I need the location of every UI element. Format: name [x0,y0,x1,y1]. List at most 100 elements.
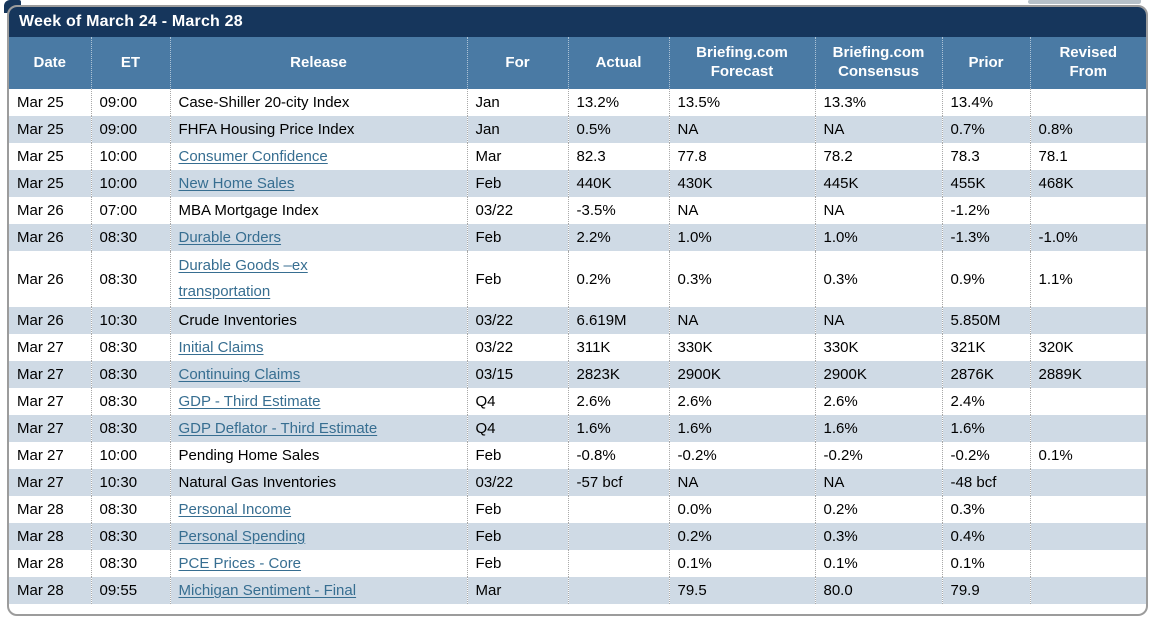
cell-prior: 0.1% [942,550,1031,577]
release-link[interactable]: GDP - Third Estimate [178,393,321,410]
cell-revised-from [1030,415,1146,442]
table-row: Mar 26 08:30 Durable Orders Feb 2.2% 1.0… [9,224,1146,251]
cell-briefing-consensus: 0.1% [815,550,943,577]
cell-revised-from: 1.1% [1030,251,1146,307]
release-link[interactable]: Durable Goods –ex transportation [178,257,308,300]
cell-briefing-forecast: 0.3% [669,251,816,307]
table-row: Mar 27 08:30 Continuing Claims 03/15 282… [9,361,1146,388]
cell-prior: 1.6% [942,415,1031,442]
table-row: Mar 26 07:00 MBA Mortgage Index 03/22 -3… [9,197,1146,224]
cell-for: Mar [467,143,569,170]
cell-prior: 2.4% [942,388,1031,415]
cell-briefing-forecast: 13.5% [669,89,816,116]
table-row: Mar 25 10:00 Consumer Confidence Mar 82.… [9,143,1146,170]
release-link[interactable]: Continuing Claims [178,366,301,383]
table-row: Mar 28 08:30 Personal Spending Feb 0.2% … [9,523,1146,550]
column-header-revised-from: Revised From [1030,37,1146,89]
cell-briefing-consensus: 1.6% [815,415,943,442]
cell-release: Consumer Confidence [170,143,468,170]
column-header-for: For [467,37,569,89]
cell-for: Feb [467,170,569,197]
cell-briefing-forecast: NA [669,116,816,143]
cell-actual: 2.6% [568,388,670,415]
table-row: Mar 25 09:00 Case-Shiller 20-city Index … [9,89,1146,116]
cell-for: Feb [467,496,569,523]
cell-release: GDP Deflator - Third Estimate [170,415,468,442]
cell-date: Mar 25 [9,170,92,197]
table-header: Date ET Release For Actual Briefing.com … [9,37,1146,89]
cell-for: 03/22 [467,197,569,224]
cell-briefing-consensus: 0.3% [815,251,943,307]
cell-actual: 440K [568,170,670,197]
cell-actual [568,577,670,604]
cell-revised-from [1030,388,1146,415]
release-link[interactable]: Michigan Sentiment - Final [178,582,357,599]
cell-for: Q4 [467,388,569,415]
column-header-actual: Actual [568,37,670,89]
cell-date: Mar 27 [9,361,92,388]
release-link[interactable]: Personal Income [178,501,292,518]
cell-revised-from: 78.1 [1030,143,1146,170]
cell-for: Q4 [467,415,569,442]
cell-actual: 0.2% [568,251,670,307]
cell-briefing-forecast: 0.1% [669,550,816,577]
table-body: Mar 25 09:00 Case-Shiller 20-city Index … [9,89,1146,604]
table-row: Mar 27 10:00 Pending Home Sales Feb -0.8… [9,442,1146,469]
cell-for: Jan [467,89,569,116]
cell-actual: 311K [568,334,670,361]
cell-et: 10:00 [91,143,171,170]
cell-briefing-consensus: NA [815,307,943,334]
table-row: Mar 28 09:55 Michigan Sentiment - Final … [9,577,1146,604]
cell-date: Mar 26 [9,224,92,251]
cell-actual [568,523,670,550]
cell-briefing-forecast: 1.0% [669,224,816,251]
cell-prior: 5.850M [942,307,1031,334]
cell-briefing-consensus: 0.2% [815,496,943,523]
release-link[interactable]: Durable Orders [178,229,282,246]
cell-date: Mar 27 [9,415,92,442]
cell-actual: 1.6% [568,415,670,442]
top-right-ui-fragment [1028,0,1141,4]
cell-date: Mar 28 [9,523,92,550]
cell-et: 09:55 [91,577,171,604]
cell-prior: -48 bcf [942,469,1031,496]
cell-prior: 455K [942,170,1031,197]
cell-for: Feb [467,224,569,251]
cell-date: Mar 28 [9,577,92,604]
table-row: Mar 26 08:30 Durable Goods –ex transport… [9,251,1146,307]
cell-revised-from [1030,523,1146,550]
cell-for: Mar [467,577,569,604]
cell-date: Mar 25 [9,116,92,143]
cell-revised-from: 468K [1030,170,1146,197]
cell-for: 03/22 [467,334,569,361]
cell-briefing-forecast: 77.8 [669,143,816,170]
cell-release: Case-Shiller 20-city Index [170,89,468,116]
cell-release: Continuing Claims [170,361,468,388]
release-link[interactable]: New Home Sales [178,175,295,192]
cell-briefing-consensus: 78.2 [815,143,943,170]
cell-briefing-forecast: 2900K [669,361,816,388]
cell-briefing-forecast: NA [669,307,816,334]
release-link[interactable]: GDP Deflator - Third Estimate [178,420,378,437]
cell-revised-from [1030,577,1146,604]
cell-actual [568,496,670,523]
cell-revised-from: 0.1% [1030,442,1146,469]
cell-prior: 0.7% [942,116,1031,143]
cell-et: 10:00 [91,170,171,197]
release-link[interactable]: PCE Prices - Core [178,555,302,572]
table-row: Mar 25 09:00 FHFA Housing Price Index Ja… [9,116,1146,143]
cell-release: Natural Gas Inventories [170,469,468,496]
cell-release: Personal Income [170,496,468,523]
cell-for: Feb [467,251,569,307]
cell-revised-from [1030,89,1146,116]
release-link[interactable]: Consumer Confidence [178,148,328,165]
release-link[interactable]: Initial Claims [178,339,264,356]
cell-for: Feb [467,442,569,469]
cell-release: Initial Claims [170,334,468,361]
release-link[interactable]: Personal Spending [178,528,306,545]
cell-briefing-forecast: NA [669,197,816,224]
cell-release: Pending Home Sales [170,442,468,469]
cell-date: Mar 27 [9,388,92,415]
cell-actual: 82.3 [568,143,670,170]
cell-briefing-consensus: 1.0% [815,224,943,251]
